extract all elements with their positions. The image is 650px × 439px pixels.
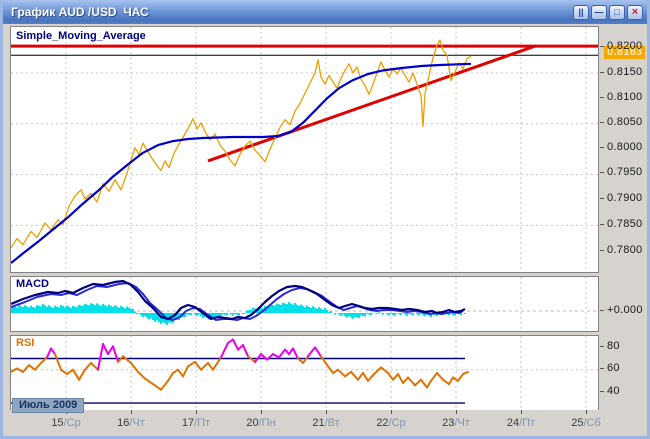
axis-tick	[600, 250, 604, 251]
time-label: 17/Пт	[182, 417, 210, 429]
time-tick	[456, 410, 457, 414]
time-label-weekday: /Чт	[129, 417, 145, 429]
time-tick	[131, 410, 132, 414]
time-label-weekday: /Вт	[324, 417, 340, 429]
price-chart-panel[interactable]: Simple_Moving_Average	[10, 26, 599, 273]
axis-tick	[600, 172, 604, 173]
time-label-day: 21	[312, 417, 325, 429]
maximize-button[interactable]: □	[609, 4, 625, 20]
axis-label: 0.8050	[607, 116, 643, 128]
rsi-panel[interactable]: RSI	[10, 335, 599, 411]
axis-tick	[600, 346, 604, 347]
time-tick	[261, 410, 262, 414]
time-label: 23/Чт	[442, 417, 470, 429]
axis-label: 0.8200	[607, 40, 643, 52]
time-tick	[586, 410, 587, 414]
macd-canvas[interactable]	[11, 277, 598, 331]
time-label: 25/Сб	[571, 417, 601, 429]
time-label-weekday: /Сб	[583, 417, 601, 429]
axis-label: 0.7800	[607, 244, 643, 256]
time-label-weekday: /Пн	[258, 417, 276, 429]
axis-tick	[600, 72, 604, 73]
axis-label: 0.8100	[607, 91, 643, 103]
time-label-day: 25	[571, 417, 584, 429]
window-buttons: || — □ ×	[573, 4, 643, 20]
time-tick	[196, 410, 197, 414]
time-label-weekday: /Пт	[519, 417, 536, 429]
month-label: Июль 2009	[12, 398, 85, 413]
time-label: 16/Чт	[117, 417, 145, 429]
axis-label: 40	[607, 385, 620, 397]
macd-panel[interactable]: MACD	[10, 276, 599, 332]
time-label: 24/Пт	[507, 417, 535, 429]
axis-tick	[600, 310, 604, 311]
rsi-label: RSI	[16, 337, 35, 349]
time-label-day: 16	[117, 417, 130, 429]
axis-tick	[600, 368, 604, 369]
time-tick	[326, 410, 327, 414]
axis-label: 0.8150	[607, 66, 643, 78]
axis-tick	[600, 147, 604, 148]
time-label-day: 22	[376, 417, 389, 429]
time-label: 22/Ср	[376, 417, 405, 429]
axis-label: 0.7850	[607, 218, 643, 230]
time-label: 21/Вт	[312, 417, 339, 429]
time-label: 20/Пн	[246, 417, 275, 429]
sma-indicator-label: Simple_Moving_Average	[16, 30, 146, 42]
time-label-day: 24	[506, 417, 520, 429]
axis-label: +0.000	[607, 304, 643, 316]
time-tick	[521, 410, 522, 414]
time-tick	[391, 410, 392, 414]
time-label-weekday: /Ср	[388, 417, 406, 429]
axis-tick	[600, 224, 604, 225]
axis-tick	[600, 122, 604, 123]
axis-tick	[600, 198, 604, 199]
rsi-canvas[interactable]	[11, 336, 598, 410]
price-axis[interactable]: 0.8183 0.8200 0.8150 0.8100 0.8050 0.8000 0.7…	[600, 26, 647, 410]
macd-label: MACD	[16, 278, 49, 290]
time-label-day: 15	[51, 417, 64, 429]
axis-tick	[600, 391, 604, 392]
price-chart-canvas[interactable]	[11, 27, 598, 272]
axis-label: 80	[607, 340, 620, 352]
close-button[interactable]: ×	[627, 4, 643, 20]
time-label: 15/Ср	[51, 417, 80, 429]
axis-label: 0.7950	[607, 166, 643, 178]
time-label-day: 23	[442, 417, 455, 429]
current-price-badge: 0.8183	[604, 46, 646, 59]
window-title: График AUD /USD ЧАС	[11, 5, 149, 19]
pause-button[interactable]: ||	[573, 4, 589, 20]
minimize-button[interactable]: —	[591, 4, 607, 20]
time-label-weekday: /Чт	[454, 417, 470, 429]
time-label-day: 20	[246, 417, 259, 429]
axis-tick	[600, 46, 604, 47]
title-bar[interactable]: График AUD /USD ЧАС || — □ ×	[3, 0, 647, 24]
axis-label: 0.8000	[607, 141, 643, 153]
time-label-weekday: /Пт	[194, 417, 211, 429]
time-axis[interactable]: 15/Ср 16/Чт 17/Пт 20/Пн 21/Вт 22/Ср 23/Чт 24/Пт…	[3, 410, 647, 436]
time-label-day: 17	[181, 417, 195, 429]
axis-tick	[600, 97, 604, 98]
axis-label: 0.7900	[607, 192, 643, 204]
axis-label: 60	[607, 362, 620, 374]
time-label-weekday: /Ср	[63, 417, 81, 429]
